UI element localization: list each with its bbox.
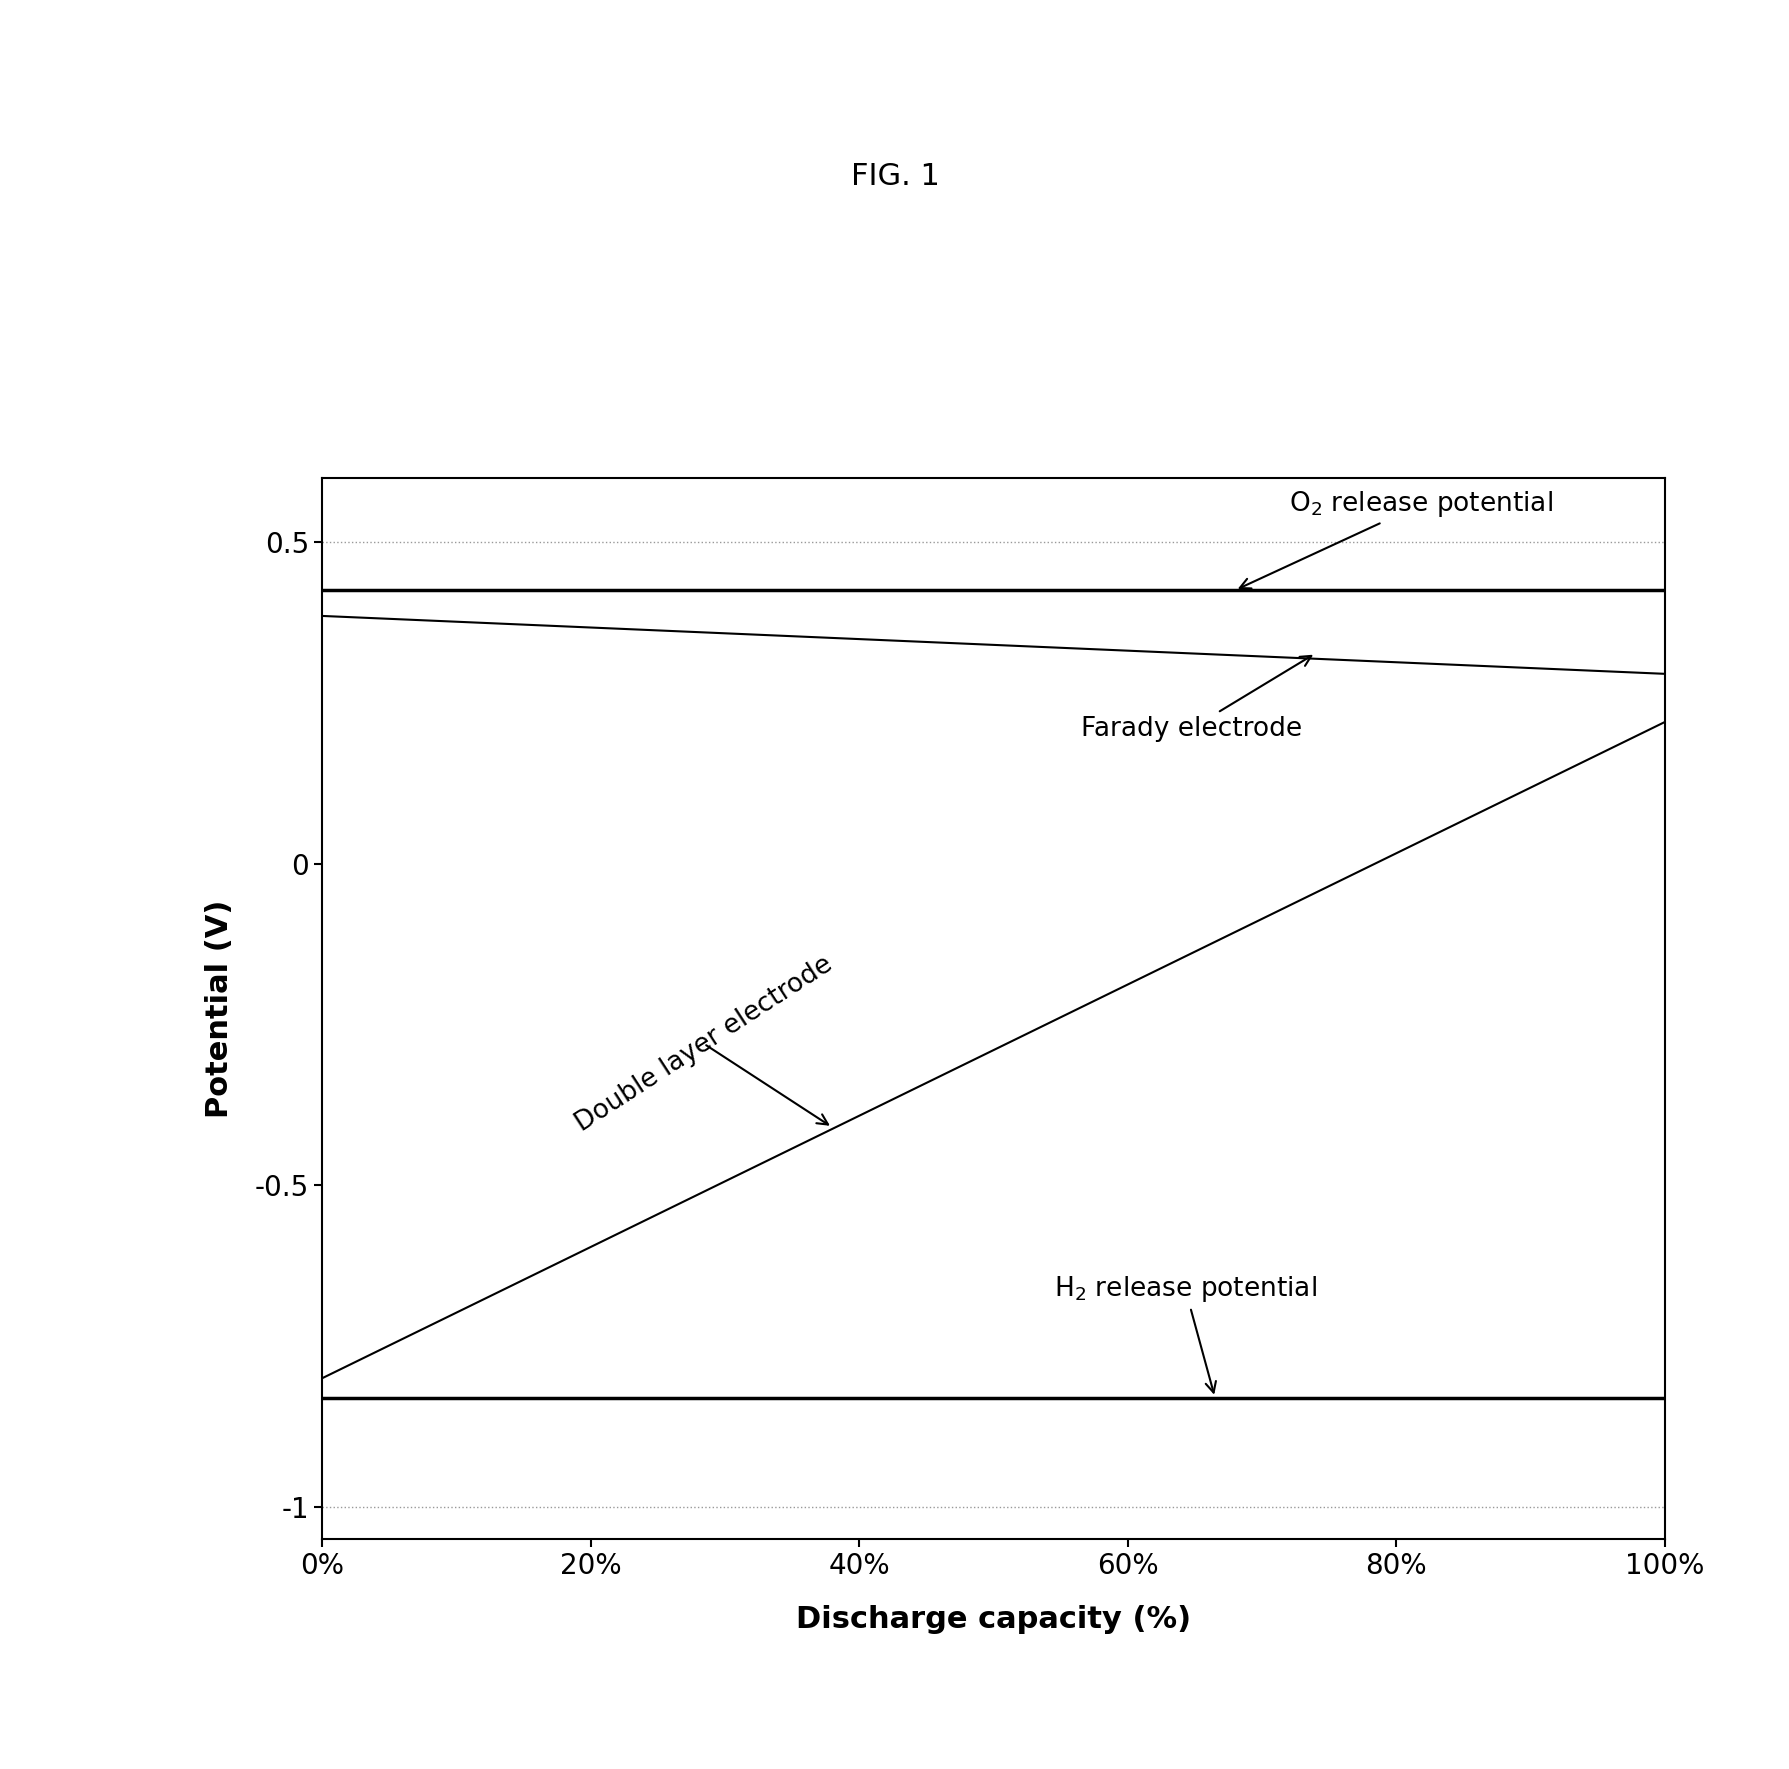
Text: Farady electrode: Farady electrode bbox=[1081, 656, 1311, 741]
X-axis label: Discharge capacity (%): Discharge capacity (%) bbox=[796, 1604, 1190, 1635]
Text: H$_2$ release potential: H$_2$ release potential bbox=[1054, 1274, 1317, 1392]
Text: FIG. 1: FIG. 1 bbox=[850, 163, 939, 191]
Text: Double layer electrode: Double layer electrode bbox=[571, 952, 837, 1136]
Text: O$_2$ release potential: O$_2$ release potential bbox=[1240, 490, 1551, 589]
Y-axis label: Potential (V): Potential (V) bbox=[204, 899, 234, 1118]
